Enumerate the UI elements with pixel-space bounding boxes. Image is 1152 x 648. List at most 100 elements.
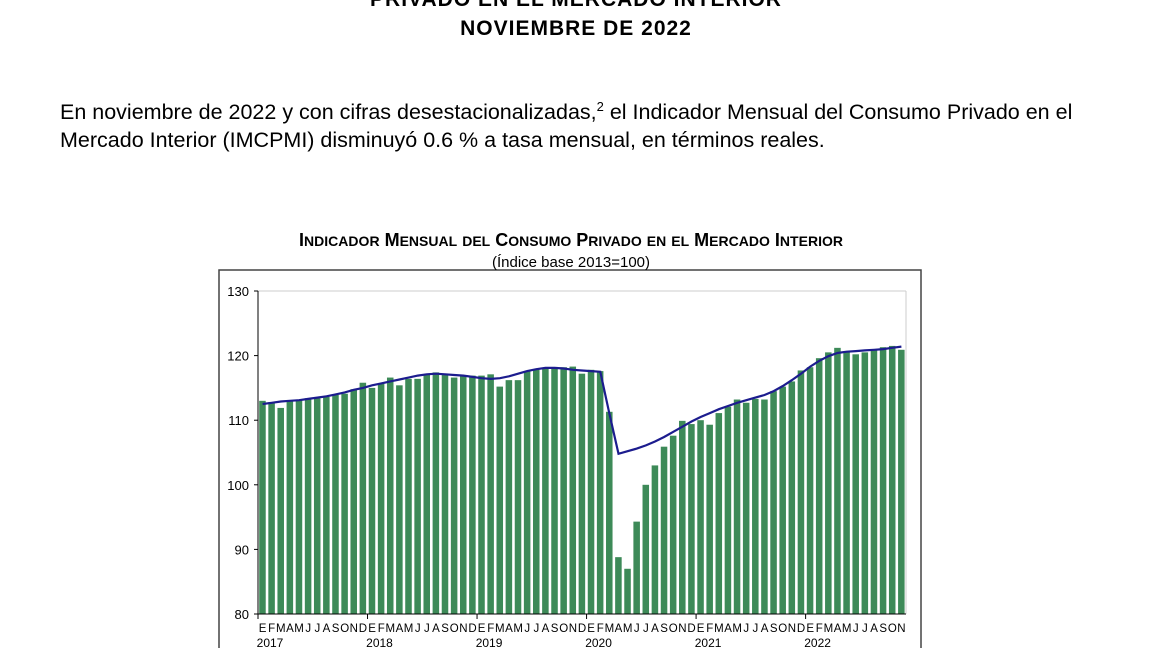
bar (505, 380, 513, 614)
month-label: M (276, 623, 286, 635)
bar (870, 349, 878, 614)
month-label: M (513, 623, 523, 635)
bar (596, 371, 604, 614)
bar (834, 347, 841, 614)
document-title-line1: PRIVADO EN EL MERCADO INTERIOR (0, 0, 1152, 12)
month-label: A (615, 623, 623, 635)
y-tick-label: 130 (227, 284, 249, 299)
month-label: J (533, 623, 539, 635)
month-label: F (597, 623, 604, 635)
year-label: 2022 (804, 636, 831, 648)
month-label: F (378, 623, 385, 635)
bar (679, 420, 686, 614)
bar (888, 345, 896, 614)
bar (487, 374, 494, 614)
bar (569, 366, 577, 614)
bar (797, 370, 805, 614)
bar (295, 400, 303, 614)
bar (806, 367, 814, 614)
bar (313, 398, 321, 614)
chart-title-text: INDICADOR MENSUAL DEL CONSUMO PRIVADO EN… (299, 230, 843, 250)
month-label: F (487, 623, 494, 635)
month-label: E (806, 623, 814, 635)
bar (825, 352, 832, 614)
bar (587, 369, 595, 614)
month-label: A (834, 623, 842, 635)
bar (861, 352, 869, 614)
month-label: M (842, 623, 852, 635)
bar (396, 385, 403, 614)
bar (724, 406, 732, 614)
month-label: M (623, 623, 633, 635)
month-label: S (770, 623, 778, 635)
month-label: O (559, 623, 568, 635)
bar (898, 349, 905, 614)
bar (742, 402, 750, 614)
bar (459, 376, 467, 614)
month-label: M (294, 623, 304, 635)
bar (268, 402, 275, 614)
month-label: M (495, 623, 505, 635)
month-label: D (797, 623, 805, 635)
bar (770, 391, 777, 614)
bar (432, 372, 440, 614)
summary-paragraph: En noviembre de 2022 y con cifras desest… (60, 93, 1100, 154)
bar (633, 521, 640, 614)
bar (624, 568, 631, 614)
month-label: F (816, 623, 823, 635)
trend-line (262, 345, 902, 456)
bar (688, 424, 695, 614)
year-label: 2019 (476, 636, 503, 648)
month-label: E (697, 623, 705, 635)
bar (779, 386, 786, 614)
y-tick-label: 110 (228, 413, 249, 428)
month-label: D (359, 623, 367, 635)
bar (469, 375, 476, 614)
month-label: N (569, 623, 577, 635)
bar (405, 378, 412, 614)
month-label: F (706, 623, 713, 635)
bar (414, 378, 421, 614)
bar (542, 368, 549, 614)
month-label: J (743, 623, 749, 635)
bar (560, 367, 567, 614)
bar (715, 413, 723, 614)
month-label: J (634, 623, 640, 635)
month-label: J (415, 623, 421, 635)
year-label: 2018 (366, 636, 393, 648)
bar (441, 373, 449, 614)
bar (368, 387, 376, 614)
footnote-reference[interactable]: 2 (596, 99, 604, 114)
month-label: E (368, 623, 376, 635)
month-label: E (587, 623, 595, 635)
paragraph-text-1: En noviembre de 2022 y con cifras desest… (60, 100, 597, 125)
month-label: N (897, 623, 905, 635)
bar (651, 465, 659, 614)
month-label: A (870, 623, 878, 635)
month-label: M (732, 623, 742, 635)
month-label: O (669, 623, 678, 635)
bar (551, 367, 558, 614)
bar (843, 351, 850, 614)
paragraph-text-2: el Indicador Mensual del Consumo Privado… (60, 100, 1073, 153)
month-label: A (286, 623, 294, 635)
y-tick-label: 120 (227, 349, 249, 364)
bar (852, 354, 859, 614)
month-label: S (879, 623, 887, 635)
chart-title: INDICADOR MENSUAL DEL CONSUMO PRIVADO EN… (0, 230, 1142, 251)
month-label: D (578, 623, 586, 635)
bar (478, 375, 485, 614)
month-label: J (305, 623, 311, 635)
month-label: O (450, 623, 459, 635)
month-label: A (396, 623, 404, 635)
bar (277, 407, 284, 614)
month-label: E (478, 623, 486, 635)
month-label: M (605, 623, 615, 635)
month-label: O (888, 623, 897, 635)
bar (450, 377, 458, 614)
bar (341, 393, 348, 614)
bar (660, 446, 668, 614)
year-label: 2020 (585, 636, 612, 648)
month-label: N (788, 623, 796, 635)
month-label: J (424, 623, 430, 635)
